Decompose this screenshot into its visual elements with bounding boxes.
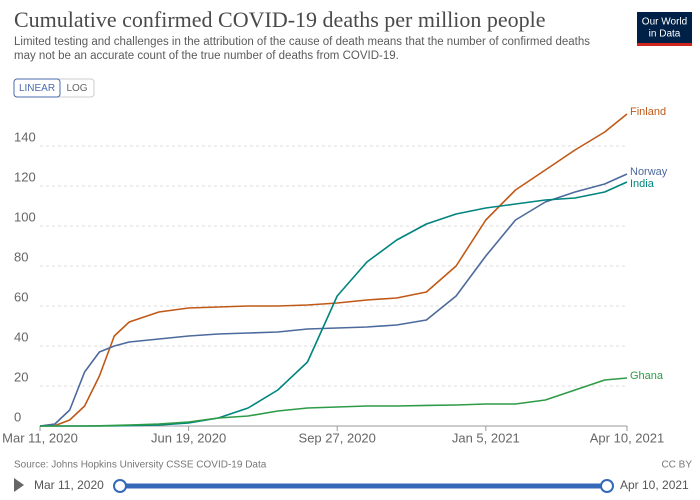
subtitle-box: Limited testing and challenges in the at… xyxy=(14,36,590,62)
timeline-end: Apr 10, 2021 xyxy=(620,478,689,492)
logo-bg xyxy=(637,12,692,46)
y-tick-label: 40 xyxy=(14,329,28,344)
legend-label: Finland xyxy=(630,106,666,118)
linear-button[interactable] xyxy=(13,78,61,98)
y-tick-label: 100 xyxy=(14,209,36,224)
logo-bar xyxy=(637,43,692,46)
logo-text: in Data xyxy=(649,29,681,40)
y-tick-label: 20 xyxy=(14,369,28,384)
series-line xyxy=(39,113,628,427)
log-label[interactable]: LOG xyxy=(66,83,87,94)
legend-label: India xyxy=(630,178,655,190)
chart-subtitle: Limited testing and challenges in the at… xyxy=(14,36,590,62)
chart-title: Cumulative confirmed COVID-19 deaths per… xyxy=(14,7,546,32)
x-tick-label: Apr 10, 2021 xyxy=(590,430,664,445)
timeline-start: Mar 11, 2020 xyxy=(34,478,104,492)
y-tick-label: 0 xyxy=(14,409,21,424)
y-tick-label: 80 xyxy=(14,249,28,264)
x-tick-label: Jan 5, 2021 xyxy=(452,430,520,445)
x-tick-label: Mar 11, 2020 xyxy=(2,430,78,445)
logo-text: Our World xyxy=(642,17,687,28)
series-line xyxy=(39,173,628,427)
y-tick-label: 120 xyxy=(14,169,36,184)
legend-label: Ghana xyxy=(630,370,664,382)
series-line xyxy=(40,181,628,427)
x-tick-label: Sep 27, 2020 xyxy=(299,430,376,445)
play-button[interactable] xyxy=(14,478,24,492)
timeline-handle[interactable] xyxy=(113,479,127,493)
linear-label[interactable]: LINEAR xyxy=(19,83,55,94)
legend-label: Norway xyxy=(630,166,668,178)
y-tick-label: 140 xyxy=(14,129,36,144)
timeline-handle[interactable] xyxy=(600,479,614,493)
x-tick-label: Jun 19, 2020 xyxy=(151,430,226,445)
series-line xyxy=(40,377,628,427)
source: Source: Johns Hopkins University CSSE CO… xyxy=(14,460,267,471)
license: CC BY xyxy=(661,460,692,471)
y-tick-label: 60 xyxy=(14,289,28,304)
